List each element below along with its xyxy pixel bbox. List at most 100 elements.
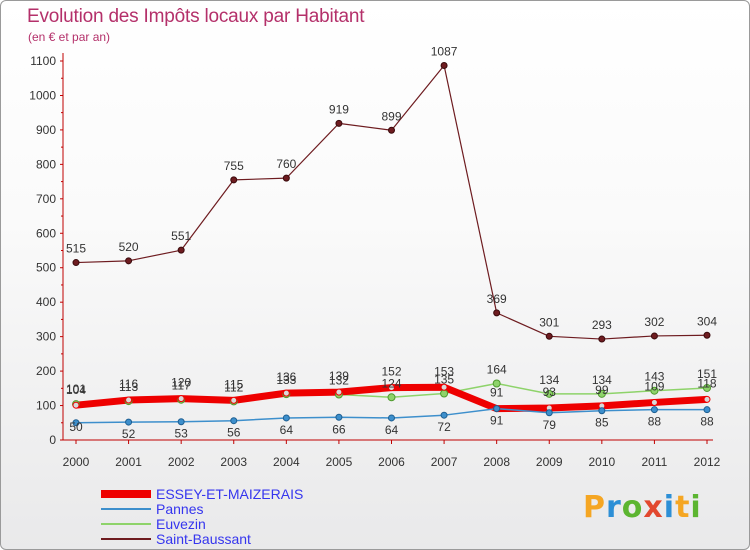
data-label-pannes: 88: [700, 415, 714, 429]
data-point-saint-baussant: [230, 176, 238, 184]
logo-letter: x: [643, 490, 664, 525]
data-label-essey-et-maizerais: 153: [434, 364, 454, 378]
data-label-essey-et-maizerais: 152: [381, 365, 401, 379]
chart-axes: 0 100 200 300 400 500 600 700 800 900 1000 1100 2000…: [29, 53, 721, 469]
data-point-pannes: [703, 406, 711, 414]
data-point-saint-baussant: [282, 174, 290, 182]
data-label-saint-baussant: 760: [276, 157, 296, 171]
legend-label-essey-et-maizerais: ESSEY-ET-MAIZERAIS: [156, 486, 303, 502]
y-tick-label: 200: [36, 364, 56, 378]
data-point-pannes: [282, 414, 290, 422]
data-label-saint-baussant: 301: [539, 315, 559, 329]
data-label-saint-baussant: 293: [592, 318, 612, 332]
data-label-saint-baussant: 302: [644, 315, 664, 329]
data-label-euvezin: 132: [329, 374, 349, 388]
data-point-essey-et-maizerais: [125, 396, 133, 404]
x-tick-label: 2003: [220, 455, 247, 469]
proxiti-logo: Proxiti: [583, 490, 702, 525]
x-tick-label: 2010: [588, 455, 615, 469]
data-label-essey-et-maizerais: 115: [224, 377, 243, 391]
data-point-saint-baussant: [650, 332, 658, 340]
y-tick-label: 100: [36, 399, 56, 413]
data-point-saint-baussant: [545, 332, 553, 340]
data-point-essey-et-maizerais: [177, 395, 185, 403]
data-label-euvezin: 134: [592, 373, 612, 387]
x-tick-label: 2002: [168, 455, 195, 469]
data-label-pannes: 50: [69, 420, 83, 434]
x-tick-label: 2011: [642, 455, 668, 469]
data-point-saint-baussant: [703, 331, 711, 339]
data-point-euvezin: [492, 379, 501, 388]
data-point-pannes: [72, 419, 80, 427]
data-label-essey-et-maizerais: 101: [66, 382, 86, 396]
data-label-pannes: 88: [648, 415, 662, 429]
data-label-essey-et-maizerais: 118: [697, 376, 716, 390]
data-label-essey-et-maizerais: 136: [276, 370, 296, 384]
data-label-euvezin: 113: [119, 380, 138, 394]
x-tick-label: 2007: [431, 455, 458, 469]
y-tick-label: 0: [49, 433, 56, 447]
data-point-essey-et-maizerais: [335, 388, 343, 396]
data-label-saint-baussant: 1087: [431, 44, 458, 58]
data-point-essey-et-maizerais: [72, 401, 80, 409]
data-label-essey-et-maizerais: 109: [644, 379, 664, 393]
data-label-essey-et-maizerais: 99: [595, 383, 609, 397]
data-point-pannes: [598, 407, 606, 415]
logo-letter: i: [690, 490, 702, 525]
data-label-pannes: 91: [490, 414, 504, 428]
data-point-pannes: [335, 413, 343, 421]
y-tick-label: 800: [36, 157, 56, 171]
data-label-essey-et-maizerais: 120: [171, 376, 191, 390]
series-points: [72, 61, 711, 427]
data-label-pannes: 79: [543, 418, 557, 432]
y-tick-label: 400: [36, 295, 56, 309]
data-label-saint-baussant: 520: [119, 240, 139, 254]
data-point-euvezin: [650, 386, 659, 395]
data-label-euvezin: 151: [697, 367, 717, 381]
x-tick-label: 2000: [63, 455, 90, 469]
data-label-pannes: 72: [437, 420, 451, 434]
legend-label-pannes: Pannes: [156, 501, 203, 517]
x-tick-label: 2004: [273, 455, 300, 469]
data-point-saint-baussant: [125, 257, 133, 265]
data-label-essey-et-maizerais: 116: [119, 377, 138, 391]
data-point-saint-baussant: [177, 246, 185, 254]
data-point-saint-baussant: [72, 259, 80, 267]
x-tick-label: 2012: [694, 455, 721, 469]
data-label-pannes: 66: [332, 422, 346, 436]
logo-letter: r: [606, 490, 622, 525]
y-tick-label: 1000: [29, 88, 56, 102]
data-label-euvezin: 134: [539, 373, 559, 387]
data-label-euvezin: 117: [172, 379, 191, 393]
chart-title: Evolution des Impôts locaux par Habitant: [27, 6, 365, 27]
data-point-saint-baussant: [440, 61, 448, 69]
data-label-essey-et-maizerais: 139: [329, 369, 349, 383]
data-label-saint-baussant: 369: [487, 292, 507, 306]
y-tick-label: 1100: [30, 54, 56, 68]
data-label-euvezin: 143: [644, 370, 664, 384]
y-tick-label: 600: [36, 226, 56, 240]
data-point-pannes: [493, 405, 501, 413]
data-point-pannes: [545, 409, 553, 417]
data-point-essey-et-maizerais: [282, 389, 290, 397]
data-point-essey-et-maizerais: [440, 383, 448, 391]
chart-legend: ESSEY-ET-MAIZERAISPannesEuvezinSaint-Bau…: [101, 486, 303, 547]
data-label-saint-baussant: 919: [329, 102, 349, 116]
data-point-pannes: [388, 414, 395, 422]
x-tick-label: 2005: [326, 455, 353, 469]
legend-label-saint-baussant: Saint-Baussant: [156, 531, 251, 547]
data-label-saint-baussant: 755: [224, 159, 244, 173]
data-label-pannes: 52: [122, 427, 136, 441]
data-label-pannes: 85: [595, 416, 609, 430]
data-point-saint-baussant: [335, 119, 343, 127]
data-label-pannes: 53: [174, 427, 188, 441]
data-label-euvezin: 133: [276, 373, 296, 387]
data-point-euvezin: [440, 389, 449, 398]
data-point-euvezin: [703, 383, 711, 392]
data-point-essey-et-maizerais: [230, 396, 238, 404]
data-point-essey-et-maizerais: [703, 395, 711, 403]
logo-letter: t: [675, 490, 691, 525]
data-point-euvezin: [387, 393, 396, 402]
